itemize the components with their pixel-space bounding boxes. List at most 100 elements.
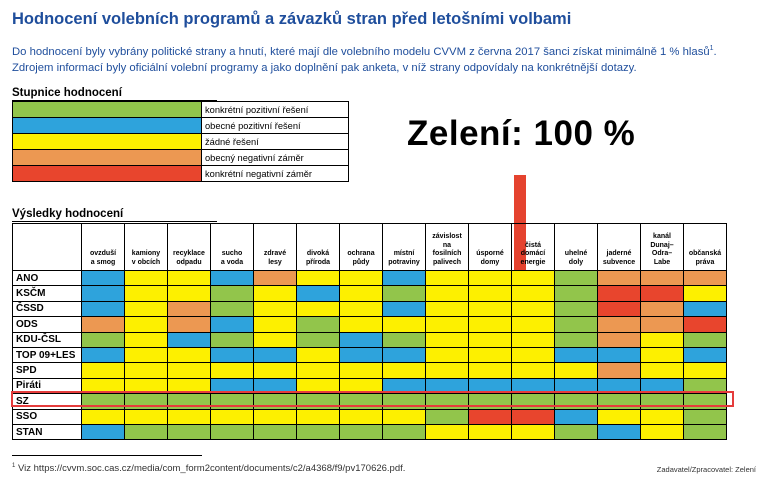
intro-text: Do hodnocení byly vybrány politické stra… (12, 41, 757, 76)
column-header: kamiony v obcích (124, 223, 168, 271)
rating-cell (210, 316, 254, 333)
rating-cell (167, 377, 211, 395)
rating-cell (511, 331, 555, 348)
table-row: STAN (12, 423, 727, 441)
rating-cell (210, 408, 254, 425)
column-header: zdravé lesy (253, 223, 297, 271)
rating-cell (253, 331, 297, 348)
page-title: Hodnocení volebních programů a závazků s… (12, 10, 572, 28)
rating-cell (167, 346, 211, 364)
rating-cell (124, 316, 168, 333)
rating-cell (210, 285, 254, 302)
rating-cell (296, 316, 340, 333)
rating-cell (210, 423, 254, 441)
rating-cell (382, 423, 426, 441)
party-name: STAN (12, 423, 82, 441)
rating-cell (167, 285, 211, 302)
rating-cell (640, 300, 684, 318)
column-header: recyklace odpadu (167, 223, 211, 271)
rating-cell (425, 408, 469, 425)
rating-cell (683, 346, 727, 364)
rating-cell (511, 362, 555, 379)
intro-line-1: Do hodnocení byly vybrány politické stra… (12, 45, 717, 58)
table-row: ODS (12, 316, 727, 333)
results-table: ovzduší a smog kamiony v obcích recyklace odp… (12, 223, 727, 441)
rating-cell (382, 362, 426, 379)
rating-cell (511, 346, 555, 364)
party-name: TOP 09+LES (12, 346, 82, 364)
rating-cell (425, 377, 469, 395)
rating-cell (167, 331, 211, 348)
rating-cell (597, 423, 641, 441)
rating-cell (124, 408, 168, 425)
table-row: SPD (12, 362, 727, 379)
rating-cell (683, 377, 727, 395)
scale-item: obecné pozitivní řešení (12, 117, 349, 134)
column-header: občanská práva (683, 223, 727, 271)
rating-cell (554, 331, 598, 348)
credit: Zadavatel/Zpracovatel: Zelení (656, 465, 756, 474)
column-header: sucho a voda (210, 223, 254, 271)
party-name: SPD (12, 362, 82, 379)
rating-cell (683, 316, 727, 333)
rating-cell (124, 285, 168, 302)
intro-line-2: Zdrojem informací byly oficiální volební… (12, 61, 637, 74)
rating-cell (468, 346, 512, 364)
rating-cell (425, 346, 469, 364)
rating-cell (554, 362, 598, 379)
results-heading: Výsledky hodnocení (12, 208, 217, 222)
rating-cell (81, 285, 125, 302)
rating-cell (640, 377, 684, 395)
rating-cell (425, 362, 469, 379)
rating-cell (167, 300, 211, 318)
rating-cell (554, 346, 598, 364)
rating-cell (425, 423, 469, 441)
rating-cell (554, 316, 598, 333)
footnote: 1 Viz https://cvvm.soc.cas.cz/media/com_… (12, 463, 406, 475)
rating-cell (81, 346, 125, 364)
rating-cell (296, 300, 340, 318)
rating-cell (167, 423, 211, 441)
scale-swatch (12, 101, 202, 118)
rating-cell (425, 300, 469, 318)
scale-legend: konkrétní pozitivní řešení obecné pozitiv… (12, 101, 349, 182)
party-name: KSČM (12, 285, 82, 302)
rating-cell (511, 269, 555, 287)
rating-cell (167, 316, 211, 333)
scale-label: konkrétní negativní záměr (201, 165, 349, 182)
rating-cell (425, 331, 469, 348)
table-row: KSČM (12, 285, 727, 302)
rating-cell (124, 346, 168, 364)
column-header: kanál Dunaj– Odra– Labe (640, 223, 684, 271)
rating-cell (81, 423, 125, 441)
scale-label: obecný negativní záměr (201, 149, 349, 166)
rating-cell (683, 331, 727, 348)
rating-cell (210, 346, 254, 364)
rating-cell (81, 408, 125, 425)
rating-cell (339, 377, 383, 395)
rating-cell (253, 300, 297, 318)
callout-text: Zelení: 100 % (407, 114, 636, 153)
rating-cell (597, 331, 641, 348)
rating-cell (296, 285, 340, 302)
rating-cell (683, 408, 727, 425)
party-name: KDU-ČSL (12, 331, 82, 348)
rating-cell (382, 408, 426, 425)
rating-cell (81, 316, 125, 333)
scale-swatch (12, 149, 202, 166)
header-corner (12, 223, 82, 271)
rating-cell (253, 346, 297, 364)
rating-cell (597, 346, 641, 364)
rating-cell (425, 316, 469, 333)
rating-cell (167, 269, 211, 287)
rating-cell (468, 285, 512, 302)
rating-cell (339, 362, 383, 379)
rating-cell (468, 423, 512, 441)
scale-item: konkrétní pozitivní řešení (12, 101, 349, 118)
scale-item: žádné řešení (12, 133, 349, 150)
rating-cell (296, 331, 340, 348)
scale-item: konkrétní negativní záměr (12, 165, 349, 182)
rating-cell (296, 346, 340, 364)
table-row: Piráti (12, 377, 727, 395)
rating-cell (511, 377, 555, 395)
